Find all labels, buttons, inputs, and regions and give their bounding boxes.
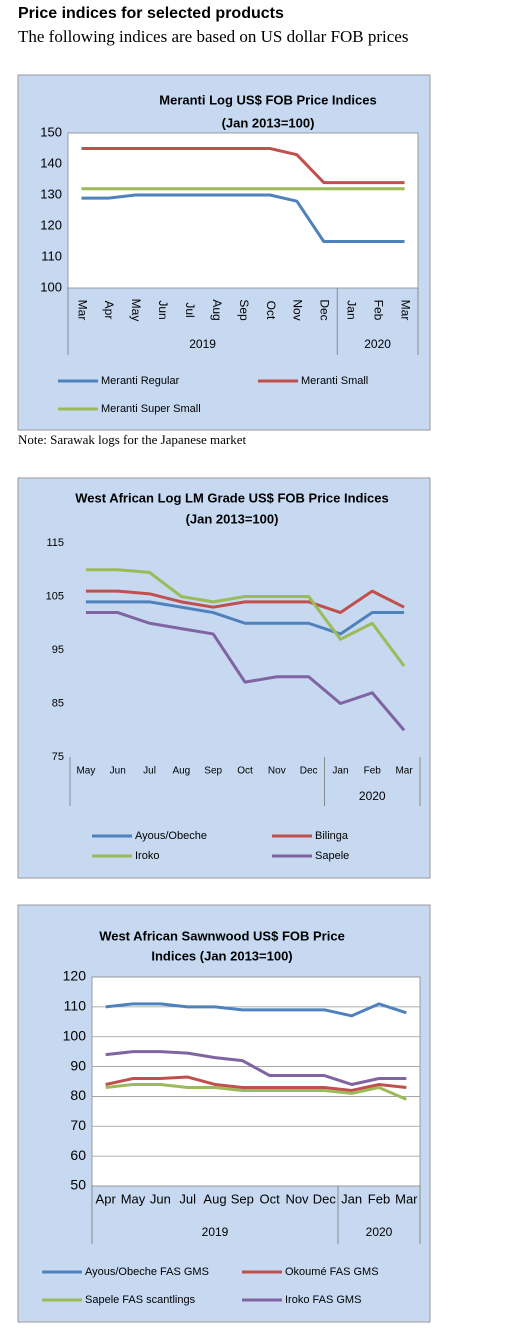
x-tick-label: Sep [231,1191,254,1206]
y-tick-label: 95 [52,644,64,656]
data-line [105,1075,407,1092]
x-tick-label: Oct [237,766,253,777]
chart-title: (Jan 2013=100) [222,115,315,130]
x-tick-label: Nov [285,1191,309,1206]
y-tick-label: 100 [40,279,62,294]
x-tick-label: Mar [395,766,413,777]
y-tick-label: 75 [52,751,64,763]
x-tick-label: Jul [183,302,197,317]
x-tick-label: Mar [395,1191,418,1206]
chart-title: West African Log LM Grade US$ FOB Price … [75,490,389,505]
x-tick-label: Dec [300,766,318,777]
group-label: 2020 [359,789,386,803]
legend-label: Iroko [135,850,159,862]
legend-label: Ayous/Obeche [135,830,207,842]
chart-title: West African Sawnwood US$ FOB Price [99,928,345,943]
x-tick-label: Aug [203,1191,226,1206]
y-tick-label: 150 [40,124,62,139]
chart-frame [17,477,431,879]
x-tick-label: Jan [332,766,348,777]
x-tick-label: Apr [96,1191,117,1206]
x-tick-label: Aug [210,299,224,320]
x-tick-label: Oct [264,301,278,320]
y-tick-label: 120 [40,217,62,232]
x-tick-label: Sep [204,766,222,777]
y-tick-label: 85 [52,697,64,709]
group-label: 2020 [364,337,391,351]
legend-label: Ayous/Obeche FAS GMS [85,1266,209,1278]
data-line [85,589,405,615]
x-tick-label: May [76,766,95,777]
y-tick-label: 110 [64,998,87,1014]
legend-label: Bilinga [315,830,349,842]
group-label: 2019 [189,337,216,351]
x-tick-label: Nov [268,766,286,777]
page-title: Price indices for selected products [18,5,284,22]
group-label: 2019 [202,1225,229,1239]
data-line [105,1002,407,1018]
x-tick-label: Jun [150,1191,171,1206]
data-line [85,568,406,667]
legend-label: Sapele [315,850,349,862]
note: Note: Sarawak logs for the Japanese mark… [18,432,247,447]
x-tick-label: Dec [318,299,332,320]
page-subtitle: The following indices are based on US do… [18,27,408,46]
legend-label: Sapele FAS scantlings [85,1294,196,1306]
y-tick-label: 60 [70,1147,86,1163]
x-tick-label: Mar [75,300,89,321]
y-tick-label: 110 [41,248,62,263]
y-tick-label: 50 [70,1177,86,1193]
x-tick-label: Nov [291,299,305,320]
chart-title: (Jan 2013=100) [186,511,279,526]
y-tick-label: 90 [70,1057,86,1073]
y-tick-label: 115 [46,537,64,549]
x-tick-label: Jul [143,766,156,777]
legend-label: Meranti Super Small [101,403,201,415]
plot-area [67,132,419,289]
chart-title: Indices (Jan 2013=100) [151,948,292,963]
x-tick-label: Feb [368,1191,390,1206]
data-line [85,600,405,636]
x-tick-label: Dec [313,1191,337,1206]
y-tick-label: 70 [70,1117,86,1133]
x-tick-label: Apr [102,301,116,320]
y-tick-label: 105 [46,590,64,602]
y-tick-label: 140 [40,155,62,170]
x-tick-label: Feb [371,300,385,321]
data-line [81,193,405,243]
x-tick-label: Jun [110,766,126,777]
x-tick-label: Oct [260,1191,281,1206]
x-tick-label: Sep [237,299,251,321]
chart-title: Meranti Log US$ FOB Price Indices [159,92,376,107]
y-tick-label: 100 [63,1027,87,1043]
data-line [105,1082,407,1101]
x-tick-label: Jan [341,1191,362,1206]
x-tick-label: Jul [179,1191,196,1206]
x-tick-label: May [129,299,143,322]
y-tick-label: 120 [63,968,87,984]
x-tick-label: Mar [398,300,412,321]
x-tick-label: Jun [156,300,170,319]
legend-label: Okoumé FAS GMS [285,1266,379,1278]
y-tick-label: 80 [70,1087,86,1103]
data-line [81,147,405,185]
legend-label: Meranti Regular [101,375,180,387]
x-tick-label: Jan [345,300,359,319]
x-tick-label: May [121,1191,146,1206]
legend-label: Iroko FAS GMS [285,1294,361,1306]
y-tick-label: 130 [40,186,62,201]
data-line [105,1050,407,1086]
group-label: 2020 [366,1225,393,1239]
x-tick-label: Aug [172,766,190,777]
x-tick-label: Feb [364,766,382,777]
data-line [85,611,406,732]
legend-label: Meranti Small [301,375,368,387]
